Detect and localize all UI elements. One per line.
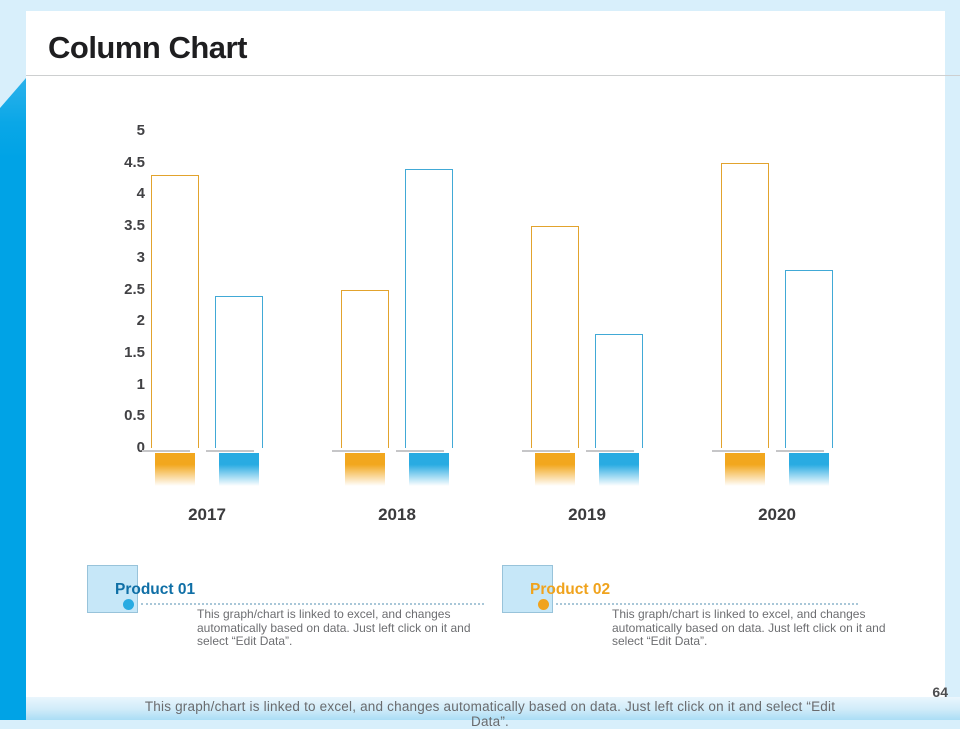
page-title: Column Chart	[48, 30, 247, 65]
legend-description: This graph/chart is linked to excel, and…	[612, 607, 886, 648]
y-axis-tick-5: 5	[136, 122, 145, 139]
bar-product-02-2020[interactable]	[721, 162, 769, 448]
bar-baseline-shadow	[206, 450, 254, 452]
left-ribbon-decoration	[0, 78, 26, 720]
bar-gradient-base	[789, 453, 829, 486]
legend-label: Product 02	[530, 581, 611, 598]
legend-dot-icon	[123, 599, 134, 610]
title-underline	[26, 75, 960, 76]
bar-product-02-2019[interactable]	[531, 226, 579, 448]
bar-gradient-base	[725, 453, 765, 486]
y-axis-tick-4: 4	[136, 185, 145, 203]
bar-baseline-shadow	[522, 450, 570, 452]
column-chart[interactable]: 5 4.5 4 3.5 3 2.5 2 1.5 1 0.5 0 2017 2018 2019 2020	[40, 100, 920, 540]
y-axis-tick-0: 0	[136, 439, 145, 456]
x-axis-label-2017: 2017	[188, 505, 226, 524]
y-axis-tick-2.5: 2.5	[124, 280, 145, 298]
bar-gradient-base	[155, 453, 195, 486]
y-axis-tick-2: 2	[136, 312, 145, 330]
x-axis-label-2019: 2019	[568, 505, 606, 524]
bar-product-02-2017[interactable]	[151, 175, 199, 448]
y-axis-tick-3: 3	[136, 248, 145, 266]
legend-description: This graph/chart is linked to excel, and…	[197, 607, 471, 648]
bar-gradient-base	[409, 453, 449, 486]
bar-product-01-2020[interactable]	[785, 270, 833, 448]
legend-connector-line	[556, 603, 858, 605]
x-axis-label-2020: 2020	[758, 505, 796, 524]
y-axis-tick-1.5: 1.5	[124, 343, 145, 361]
y-axis-tick-4.5: 4.5	[124, 153, 145, 171]
bar-baseline-shadow	[396, 450, 444, 452]
legend-connector-line	[141, 603, 484, 605]
bar-gradient-base	[599, 453, 639, 486]
legend-product-02: Product 02 This graph/chart is linked to…	[502, 565, 912, 665]
legend-product-01: Product 01 This graph/chart is linked to…	[87, 565, 497, 665]
bar-baseline-shadow	[142, 450, 190, 452]
y-axis-tick-3.5: 3.5	[124, 217, 145, 235]
bar-baseline-shadow	[776, 450, 824, 452]
bar-baseline-shadow	[712, 450, 760, 452]
bar-product-01-2019[interactable]	[595, 333, 643, 448]
bar-product-01-2018[interactable]	[405, 169, 453, 448]
bar-baseline-shadow	[332, 450, 380, 452]
footer-note: This graph/chart is linked to excel, and…	[144, 699, 836, 729]
y-axis-tick-1: 1	[136, 375, 145, 393]
bar-baseline-shadow	[586, 450, 634, 452]
bar-gradient-base	[535, 453, 575, 486]
x-axis-label-2018: 2018	[378, 505, 416, 524]
legend-label: Product 01	[115, 581, 196, 598]
page-number: 64	[932, 684, 948, 700]
bar-product-02-2018[interactable]	[341, 289, 389, 448]
bar-product-01-2017[interactable]	[215, 295, 263, 448]
bar-gradient-base	[219, 453, 259, 486]
legend-dot-icon	[538, 599, 549, 610]
y-axis-tick-0.5: 0.5	[124, 407, 145, 425]
footer-band	[0, 697, 960, 720]
bar-gradient-base	[345, 453, 385, 486]
